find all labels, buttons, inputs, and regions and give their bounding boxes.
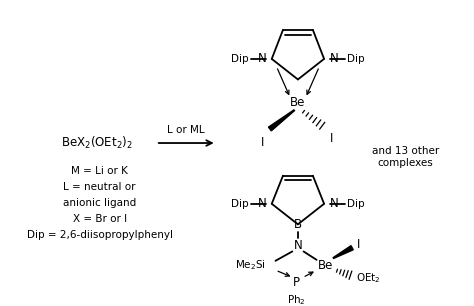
Text: Be: Be bbox=[318, 259, 334, 272]
Text: B: B bbox=[294, 218, 302, 231]
Text: N: N bbox=[257, 52, 266, 65]
Text: L = neutral or: L = neutral or bbox=[64, 182, 136, 192]
Text: I: I bbox=[261, 136, 264, 149]
Text: OEt$_2$: OEt$_2$ bbox=[356, 271, 381, 285]
Polygon shape bbox=[333, 246, 353, 258]
Text: X = Br or I: X = Br or I bbox=[73, 214, 127, 224]
Text: I: I bbox=[357, 238, 360, 252]
Text: N: N bbox=[330, 197, 338, 210]
Text: BeX$_2$(OEt$_2$)$_2$: BeX$_2$(OEt$_2$)$_2$ bbox=[61, 135, 133, 151]
Text: Dip: Dip bbox=[347, 54, 365, 64]
Text: Dip: Dip bbox=[231, 54, 248, 64]
Text: Be: Be bbox=[290, 96, 306, 109]
Text: M = Li or K: M = Li or K bbox=[71, 166, 128, 176]
Text: Dip: Dip bbox=[231, 199, 248, 209]
Text: anionic ligand: anionic ligand bbox=[63, 198, 137, 208]
Text: Dip: Dip bbox=[347, 199, 365, 209]
Text: N: N bbox=[257, 197, 266, 210]
Text: P: P bbox=[292, 276, 300, 289]
Text: N: N bbox=[330, 52, 338, 65]
Polygon shape bbox=[268, 110, 294, 131]
Text: L or ML: L or ML bbox=[167, 125, 205, 135]
Text: Dip = 2,6-diisopropylphenyl: Dip = 2,6-diisopropylphenyl bbox=[27, 230, 173, 240]
Text: I: I bbox=[330, 132, 333, 145]
Text: and 13 other
complexes: and 13 other complexes bbox=[372, 146, 439, 168]
Text: Ph$_2$: Ph$_2$ bbox=[287, 293, 305, 306]
Text: N: N bbox=[293, 239, 302, 252]
Text: Me$_2$Si: Me$_2$Si bbox=[235, 259, 266, 272]
